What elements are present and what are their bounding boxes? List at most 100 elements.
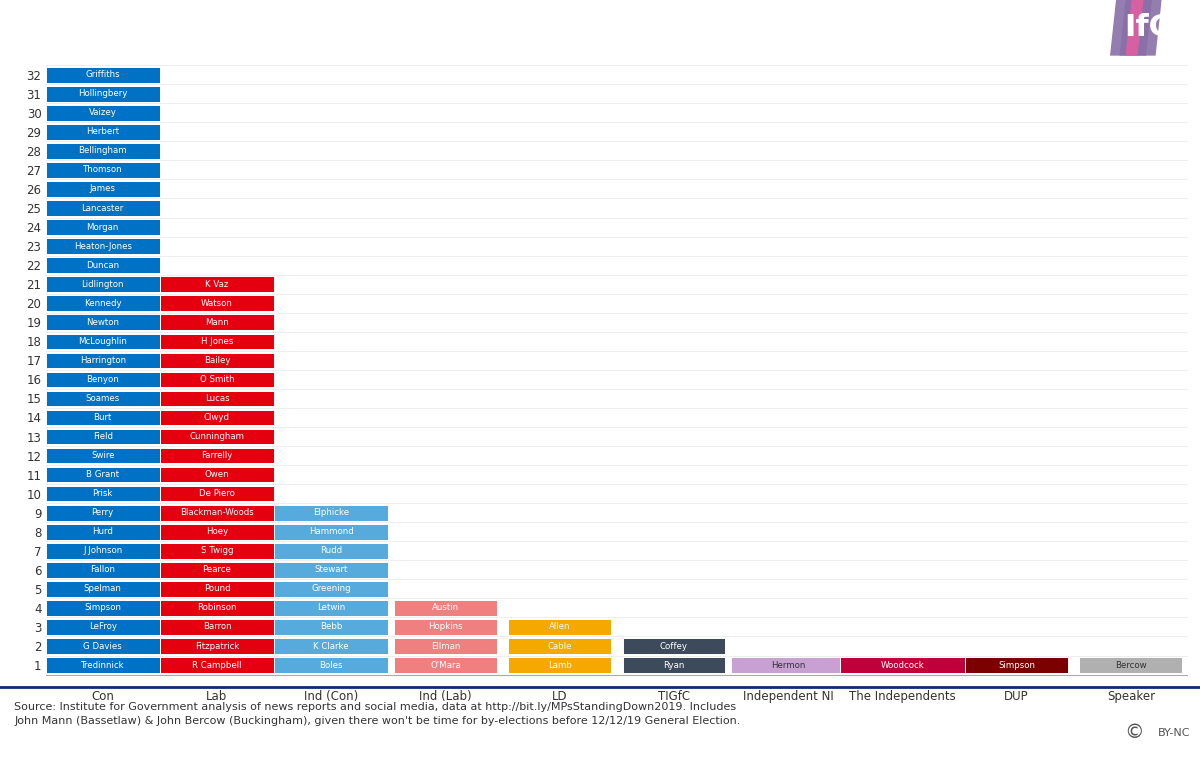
Text: Thomson: Thomson — [83, 165, 122, 175]
Text: Duncan: Duncan — [86, 261, 119, 270]
FancyBboxPatch shape — [160, 638, 274, 654]
Text: Watson: Watson — [202, 298, 233, 308]
Text: Lucas: Lucas — [205, 394, 229, 403]
Polygon shape — [1110, 0, 1152, 56]
FancyBboxPatch shape — [160, 581, 274, 597]
FancyBboxPatch shape — [160, 505, 274, 520]
Text: LeFroy: LeFroy — [89, 622, 116, 632]
FancyBboxPatch shape — [46, 352, 160, 368]
FancyBboxPatch shape — [46, 143, 160, 158]
FancyBboxPatch shape — [623, 638, 725, 654]
Text: Boles: Boles — [319, 661, 343, 669]
Text: R Campbell: R Campbell — [192, 661, 241, 669]
FancyBboxPatch shape — [46, 638, 160, 654]
Text: Burt: Burt — [94, 413, 112, 422]
Text: O Smith: O Smith — [199, 375, 234, 384]
Text: J Johnson: J Johnson — [83, 547, 122, 555]
Text: Cable: Cable — [547, 642, 572, 651]
FancyBboxPatch shape — [46, 486, 160, 502]
Text: IfG: IfG — [1124, 13, 1174, 43]
FancyBboxPatch shape — [274, 638, 389, 654]
FancyBboxPatch shape — [274, 657, 389, 673]
FancyBboxPatch shape — [46, 600, 160, 616]
FancyBboxPatch shape — [160, 372, 274, 387]
FancyBboxPatch shape — [46, 295, 160, 311]
FancyBboxPatch shape — [160, 467, 274, 482]
Text: Austin: Austin — [432, 604, 460, 612]
Text: Harrington: Harrington — [79, 356, 126, 365]
Text: Spelman: Spelman — [84, 584, 121, 594]
FancyBboxPatch shape — [160, 543, 274, 559]
FancyBboxPatch shape — [46, 277, 160, 292]
FancyBboxPatch shape — [160, 619, 274, 635]
FancyBboxPatch shape — [394, 619, 497, 635]
Text: Hurd: Hurd — [92, 527, 113, 536]
FancyBboxPatch shape — [160, 277, 274, 292]
Text: Blackman-Woods: Blackman-Woods — [180, 508, 254, 517]
Text: B Grant: B Grant — [86, 470, 119, 479]
Text: Source: Institute for Government analysis of news reports and social media, data: Source: Institute for Government analysi… — [14, 702, 740, 726]
FancyBboxPatch shape — [731, 657, 845, 673]
FancyBboxPatch shape — [160, 295, 274, 311]
Text: Rudd: Rudd — [320, 547, 342, 555]
FancyBboxPatch shape — [394, 600, 497, 616]
Text: Barron: Barron — [203, 622, 232, 632]
FancyBboxPatch shape — [965, 657, 1068, 673]
Text: Allen: Allen — [548, 622, 570, 632]
FancyBboxPatch shape — [46, 220, 160, 235]
Text: Simpson: Simpson — [998, 661, 1036, 669]
FancyBboxPatch shape — [160, 524, 274, 540]
Text: Hermon: Hermon — [770, 661, 805, 669]
Text: Lancaster: Lancaster — [82, 203, 124, 213]
Text: Hoey: Hoey — [206, 527, 228, 536]
FancyBboxPatch shape — [274, 543, 389, 559]
Text: Robinson: Robinson — [197, 604, 236, 612]
Text: Soames: Soames — [85, 394, 120, 403]
FancyBboxPatch shape — [509, 657, 611, 673]
FancyBboxPatch shape — [160, 429, 274, 444]
FancyBboxPatch shape — [274, 581, 389, 597]
Text: Coffey: Coffey — [660, 642, 688, 651]
FancyBboxPatch shape — [46, 67, 160, 83]
FancyBboxPatch shape — [160, 315, 274, 330]
Text: Perry: Perry — [91, 508, 114, 517]
FancyBboxPatch shape — [160, 657, 274, 673]
Text: Bailey: Bailey — [204, 356, 230, 365]
Text: Prisk: Prisk — [92, 489, 113, 498]
FancyBboxPatch shape — [274, 600, 389, 616]
Text: Benyon: Benyon — [86, 375, 119, 384]
Text: Pound: Pound — [204, 584, 230, 594]
Text: Heaton-Jones: Heaton-Jones — [73, 242, 132, 250]
Text: Swire: Swire — [91, 451, 114, 460]
Text: Field: Field — [92, 432, 113, 441]
FancyBboxPatch shape — [46, 429, 160, 444]
FancyBboxPatch shape — [160, 486, 274, 502]
Text: Pearce: Pearce — [203, 565, 232, 574]
FancyBboxPatch shape — [46, 200, 160, 216]
Text: Morgan: Morgan — [86, 223, 119, 232]
FancyBboxPatch shape — [160, 448, 274, 463]
Text: K Clarke: K Clarke — [313, 642, 349, 651]
FancyBboxPatch shape — [46, 657, 160, 673]
Text: Letwin: Letwin — [317, 604, 346, 612]
Text: Elphicke: Elphicke — [313, 508, 349, 517]
FancyBboxPatch shape — [840, 657, 965, 673]
Text: Bercow: Bercow — [1115, 661, 1147, 669]
Text: Fitzpatrick: Fitzpatrick — [194, 642, 239, 651]
FancyBboxPatch shape — [46, 390, 160, 407]
Text: Hollingbery: Hollingbery — [78, 89, 127, 98]
Polygon shape — [1126, 0, 1144, 56]
FancyBboxPatch shape — [46, 181, 160, 197]
Text: McLoughlin: McLoughlin — [78, 337, 127, 346]
FancyBboxPatch shape — [394, 638, 497, 654]
Text: ©: © — [1124, 724, 1144, 743]
Text: Lamb: Lamb — [547, 661, 571, 669]
FancyBboxPatch shape — [274, 505, 389, 520]
Text: H Jones: H Jones — [200, 337, 233, 346]
Text: Simpson: Simpson — [84, 604, 121, 612]
FancyBboxPatch shape — [46, 543, 160, 559]
Text: S Twigg: S Twigg — [200, 547, 233, 555]
Text: Bellingham: Bellingham — [78, 146, 127, 155]
FancyBboxPatch shape — [274, 562, 389, 577]
FancyBboxPatch shape — [160, 390, 274, 407]
